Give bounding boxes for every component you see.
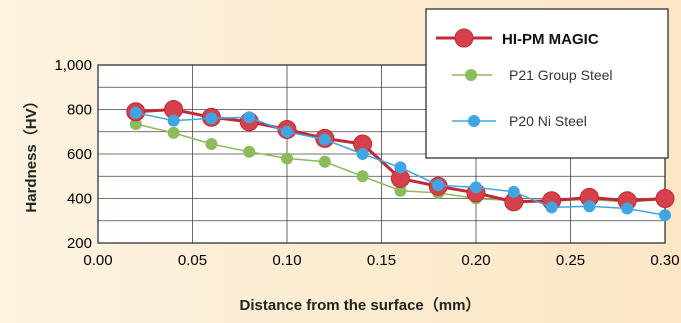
data-point-p20 [394, 161, 407, 174]
data-point-p20 [205, 112, 218, 125]
x-tick-label: 0.25 [556, 252, 585, 269]
x-tick-label: 0.20 [461, 252, 490, 269]
data-point-hipm [655, 189, 675, 208]
data-point-p21 [129, 117, 142, 130]
x-tick-label: 0.30 [650, 252, 679, 269]
data-point-p20 [470, 181, 482, 194]
data-point-p20 [545, 201, 558, 214]
x-tick-label: 0.05 [178, 252, 207, 269]
data-point-p20 [243, 111, 256, 124]
data-point-p20 [583, 200, 596, 213]
legend-marker-hipm [454, 28, 474, 48]
data-point-p21 [318, 155, 331, 168]
data-point-p21 [205, 137, 218, 150]
data-point-p21 [356, 170, 369, 183]
legend-label-p21: P21 Group Steel [509, 67, 613, 83]
data-point-p20 [507, 185, 520, 198]
x-tick-label: 0.00 [83, 252, 112, 269]
data-point-p20 [318, 133, 331, 146]
x-tick-label: 0.15 [367, 252, 396, 269]
x-axis-title: Distance from the surface（mm） [240, 296, 481, 314]
data-point-p20 [659, 209, 671, 222]
data-point-p20 [167, 114, 180, 127]
legend-label-hipm: HI-PM MAGIC [502, 31, 599, 48]
data-point-p20 [621, 202, 634, 215]
y-tick-label: 400 [67, 191, 92, 208]
y-tick-label: 600 [67, 146, 92, 163]
data-point-p20 [356, 148, 369, 160]
data-point-p21 [281, 152, 293, 165]
y-tick-labels: 200 400 600 800 1,000 [54, 57, 92, 252]
data-point-p20 [432, 179, 445, 192]
data-point-p21 [243, 145, 256, 158]
legend-marker-p21 [465, 69, 477, 81]
data-point-p20 [281, 125, 293, 138]
x-tick-labels: 0.00 0.05 0.10 0.15 0.20 0.25 0.30 [83, 252, 679, 269]
legend-label-p20: P20 Ni Steel [509, 113, 587, 129]
legend: HI-PM MAGIC P21 Group Steel P20 Ni Steel [425, 8, 669, 159]
legend-marker-p20 [468, 115, 480, 127]
y-tick-label: 800 [67, 102, 92, 119]
series-layer [126, 100, 675, 222]
y-tick-label: 1,000 [54, 57, 92, 74]
y-tick-label: 200 [67, 235, 92, 252]
data-point-p21 [394, 184, 407, 197]
x-tick-label: 0.10 [272, 252, 301, 269]
data-point-p21 [167, 126, 180, 139]
y-axis-title: Hardness（HV） [22, 93, 40, 212]
data-point-p20 [129, 106, 142, 119]
